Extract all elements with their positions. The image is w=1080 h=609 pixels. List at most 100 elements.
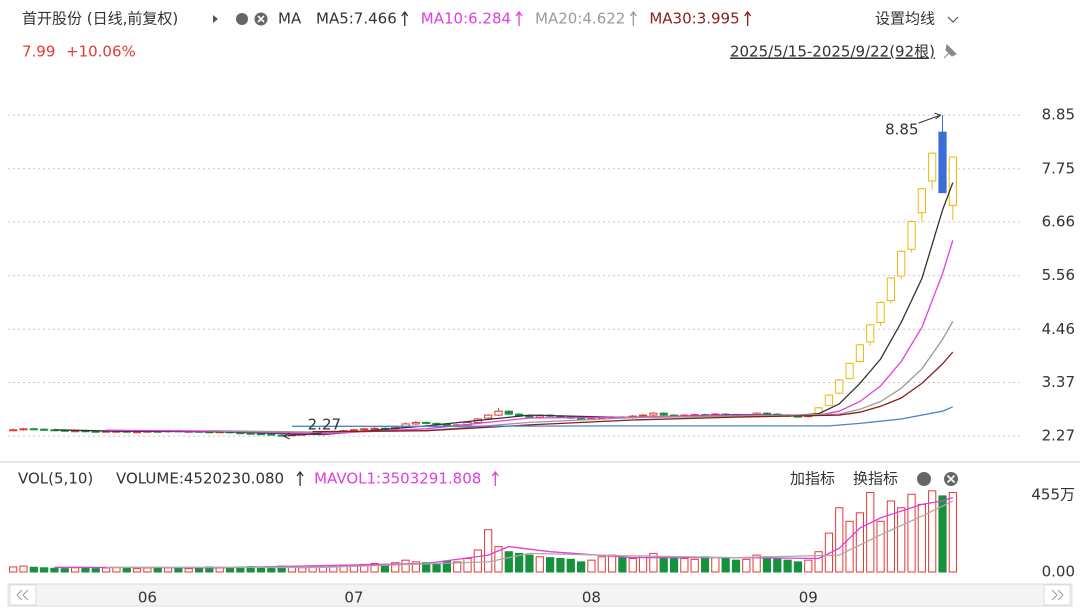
candle-body xyxy=(370,427,379,430)
volume-bar xyxy=(886,500,895,573)
y-tick-label: 6.66 xyxy=(1042,212,1075,230)
candle-body xyxy=(897,250,906,277)
legend-entry: MA30:3.995 xyxy=(649,10,739,28)
volume-bar xyxy=(587,559,596,573)
volume-bar xyxy=(669,557,679,573)
x-tick-label: 09 xyxy=(799,589,818,607)
volume-bar xyxy=(607,554,617,573)
ma-line xyxy=(292,406,954,427)
candle-body xyxy=(484,414,493,419)
y-tick-label: 4.46 xyxy=(1042,320,1075,338)
volume-bar xyxy=(907,493,916,573)
volume-bar xyxy=(19,565,28,573)
volume-bar xyxy=(174,567,183,573)
legend-entry: MA20:4.622 xyxy=(535,10,625,28)
volume-bar xyxy=(484,529,493,573)
y-tick-label: 5.56 xyxy=(1042,266,1075,284)
volume-bar xyxy=(463,557,472,573)
volume-bar xyxy=(597,556,606,573)
candle-body xyxy=(267,433,276,436)
x-tick-label: 07 xyxy=(344,589,363,607)
volume-bar xyxy=(804,559,813,573)
volume-bar xyxy=(515,552,524,573)
volume-bar xyxy=(225,567,235,573)
volume-bar xyxy=(60,568,69,573)
volume-bar xyxy=(711,557,720,573)
volume-bar xyxy=(163,567,173,573)
candle-body xyxy=(9,429,18,432)
high-annotation: 8.85 xyxy=(885,121,918,139)
volume-bar xyxy=(71,567,80,573)
volume-bar xyxy=(762,556,772,573)
volume-bar xyxy=(50,567,59,573)
volume-bar xyxy=(308,566,317,573)
y-tick-label: 0.00 xyxy=(1042,563,1075,581)
pin-icon[interactable] xyxy=(943,43,957,59)
settings-icon[interactable] xyxy=(236,13,248,25)
last-price: 7.99 xyxy=(22,43,55,61)
volume-bar xyxy=(690,558,699,573)
candle-body xyxy=(948,156,957,206)
legend-entry: MAVOL1:3503291.808 xyxy=(314,470,481,488)
candle-body xyxy=(40,428,49,431)
add-indicator[interactable]: 加指标 xyxy=(790,470,835,488)
candle-body xyxy=(659,412,668,416)
low-annotation: 2.27 xyxy=(308,416,341,434)
volume-bar xyxy=(835,507,844,573)
volume-bar xyxy=(866,492,875,573)
volume-bar xyxy=(783,559,792,573)
volume-bar xyxy=(143,567,152,573)
candle-body xyxy=(917,188,926,214)
scrollbar[interactable] xyxy=(7,583,1073,607)
indicator-name: MA xyxy=(278,10,302,28)
dropdown-icon[interactable] xyxy=(947,16,959,23)
candle-body xyxy=(649,412,658,416)
price-change: +10.06% xyxy=(66,43,136,61)
volume-bar xyxy=(504,551,513,573)
candle-body xyxy=(638,414,648,417)
date-range[interactable]: 2025/5/15-2025/9/22(92根) xyxy=(730,43,935,61)
volume-bar xyxy=(897,507,906,573)
trend-arrow xyxy=(296,470,304,486)
y-tick-label: 2.27 xyxy=(1042,427,1075,445)
close-cross xyxy=(257,15,265,23)
volume-bar xyxy=(680,557,689,573)
settings-icon[interactable] xyxy=(917,472,931,486)
volume-bar xyxy=(700,556,710,573)
volume-bar xyxy=(422,562,431,573)
annotation-arrow xyxy=(918,112,942,124)
legend-entry: MA5:7.466 xyxy=(316,10,397,28)
candle-body xyxy=(886,277,895,301)
x-tick-label: 08 xyxy=(582,589,601,607)
volume-bar xyxy=(91,568,100,573)
candle-body xyxy=(525,415,534,418)
volume-bar xyxy=(112,567,121,573)
volume-bar xyxy=(535,556,544,573)
volume-bar xyxy=(948,492,957,573)
trend-arrow xyxy=(491,470,499,486)
switch-indicator[interactable]: 换指标 xyxy=(853,470,898,488)
volume-bar xyxy=(453,561,462,573)
candle-body xyxy=(29,428,38,431)
legend-entry: MA10:6.284 xyxy=(421,10,511,28)
trend-arrow xyxy=(401,10,409,26)
volume-bar xyxy=(122,567,131,573)
x-tick-label: 06 xyxy=(138,589,157,607)
volume-bar xyxy=(845,520,854,573)
settings-button[interactable]: 设置均线 xyxy=(875,10,935,28)
volume-bar xyxy=(638,555,648,573)
volume-bar xyxy=(618,557,627,573)
expand-icon[interactable] xyxy=(213,15,218,23)
volume-bar xyxy=(298,567,307,573)
volume-bar xyxy=(721,557,730,573)
volume-bar xyxy=(824,532,834,573)
candle-body xyxy=(256,433,266,436)
volume-bar xyxy=(473,549,482,573)
candle-body xyxy=(835,379,844,394)
volume-bar xyxy=(731,559,741,573)
candle-body xyxy=(845,362,854,380)
volume-title: VOL(5,10) xyxy=(18,470,93,488)
volume-bar xyxy=(525,554,534,573)
volume-bar xyxy=(814,551,823,573)
